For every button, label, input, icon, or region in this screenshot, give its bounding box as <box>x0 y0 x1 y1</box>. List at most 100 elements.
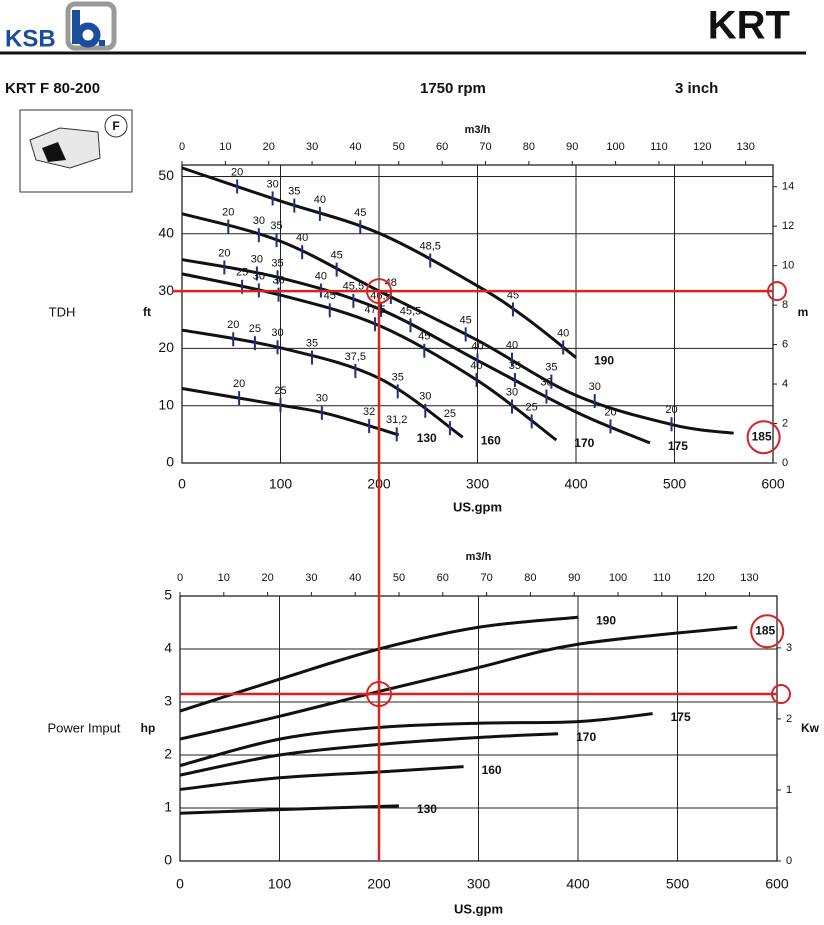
efficiency-label: 45 <box>331 250 343 262</box>
x-axis-label: US.gpm <box>453 499 502 514</box>
efficiency-label: 20 <box>222 207 234 219</box>
curve <box>179 732 559 777</box>
x-tick-label: 600 <box>761 476 785 492</box>
axis-highlight <box>771 684 791 705</box>
x2-tick-label: 40 <box>349 141 361 153</box>
efficiency-label: 30 <box>251 253 263 265</box>
efficiency-label: 40 <box>470 360 482 372</box>
y2-tick-label: 6 <box>782 338 788 350</box>
x2-tick-label: 50 <box>393 572 405 584</box>
curve <box>181 166 577 359</box>
y-tick-label: 50 <box>158 167 174 183</box>
efficiency-label: 31,2 <box>386 414 407 426</box>
y2-tick-label: 3 <box>786 642 792 654</box>
y-tick-label: 20 <box>158 339 174 355</box>
x-tick-label: 500 <box>666 876 690 892</box>
x2-tick-label: 110 <box>653 572 671 584</box>
curve <box>179 625 738 741</box>
y-tick-label: 0 <box>166 454 174 470</box>
efficiency-label: 35 <box>545 362 557 374</box>
y2-tick-label: 12 <box>782 220 794 232</box>
curve-label: 175 <box>668 439 688 453</box>
curve-label: 170 <box>574 436 594 450</box>
efficiency-label: 35 <box>392 371 404 383</box>
y-axis-unit: ft <box>143 305 151 319</box>
y-tick-label: 4 <box>164 640 172 656</box>
y2-tick-label: 2 <box>786 713 792 725</box>
y2-tick-label: 10 <box>782 260 794 272</box>
efficiency-label: 20 <box>218 247 230 259</box>
y-tick-label: 3 <box>164 693 172 709</box>
efficiency-label: 40 <box>314 194 326 206</box>
y-tick-label: 40 <box>158 224 174 240</box>
logo <box>65 1 117 51</box>
efficiency-label: 45 <box>507 289 519 301</box>
y-tick-label: 10 <box>158 396 174 412</box>
y2-axis-label: Kw <box>801 721 820 735</box>
y-tick-label: 2 <box>164 746 172 762</box>
x2-tick-label: 90 <box>568 572 580 584</box>
y2-tick-label: 0 <box>786 855 792 867</box>
x-tick-label: 300 <box>467 876 491 892</box>
curve-label: 170 <box>576 730 596 744</box>
x2-tick-label: 0 <box>179 141 185 153</box>
x2-tick-label: 10 <box>219 141 231 153</box>
x-axis-label: US.gpm <box>454 901 503 916</box>
x-tick-label: 100 <box>269 476 293 492</box>
efficiency-label: 40 <box>557 327 569 339</box>
efficiency-label: 30 <box>540 376 552 388</box>
x-tick-label: 200 <box>367 876 391 892</box>
y-axis-label: TDH <box>49 304 76 319</box>
x-tick-label: 600 <box>765 876 789 892</box>
efficiency-label: 45 <box>460 314 472 326</box>
curve-label: 130 <box>417 802 437 816</box>
x2-tick-label: 80 <box>524 572 536 584</box>
curve <box>179 804 399 815</box>
x2-tick-label: 40 <box>349 572 361 584</box>
x-tick-label: 300 <box>466 476 490 492</box>
curve-label: 160 <box>482 763 502 777</box>
y-axis-unit: hp <box>141 721 156 735</box>
x-tick-label: 500 <box>663 476 687 492</box>
curve-label: 190 <box>596 613 616 627</box>
efficiency-label: 20 <box>231 166 243 178</box>
efficiency-label: 30 <box>419 391 431 403</box>
y2-tick-label: 0 <box>782 457 788 469</box>
curve-label: 160 <box>481 433 501 447</box>
efficiency-label: 35 <box>306 337 318 349</box>
y2-tick-label: 14 <box>782 181 794 193</box>
operating-point <box>366 278 392 305</box>
efficiency-label: 45 <box>354 207 366 219</box>
x2-tick-label: 80 <box>523 141 535 153</box>
x-tick-label: 100 <box>268 876 292 892</box>
x-tick-label: 0 <box>176 876 184 892</box>
y2-tick-label: 4 <box>782 378 788 390</box>
efficiency-label: 47,5 <box>364 304 385 316</box>
curve <box>181 258 651 445</box>
x2-tick-label: 30 <box>305 572 317 584</box>
efficiency-label: 35 <box>509 360 521 372</box>
efficiency-label: 32 <box>363 406 375 418</box>
size: 3 inch <box>675 80 718 97</box>
efficiency-label: 40 <box>506 340 518 352</box>
efficiency-label: 35 <box>288 186 300 198</box>
efficiency-label: 25 <box>236 267 248 279</box>
efficiency-label: 30 <box>271 327 283 339</box>
efficiency-label: 20 <box>227 319 239 331</box>
curve <box>179 765 464 791</box>
x2-tick-label: 10 <box>218 572 230 584</box>
x-tick-label: 400 <box>564 476 588 492</box>
efficiency-label: 40 <box>471 340 483 352</box>
product-title: KRT <box>708 4 790 48</box>
efficiency-label: 30 <box>589 381 601 393</box>
y2-tick-label: 2 <box>782 417 788 429</box>
curve <box>181 387 400 437</box>
y-tick-label: 0 <box>164 852 172 868</box>
brand: KSB <box>5 25 56 52</box>
curve <box>181 328 464 439</box>
curve-label: 185 <box>755 623 775 637</box>
efficiency-label: 48 <box>385 277 397 289</box>
x2-tick-label: 100 <box>606 141 624 153</box>
operating-point <box>366 681 392 708</box>
